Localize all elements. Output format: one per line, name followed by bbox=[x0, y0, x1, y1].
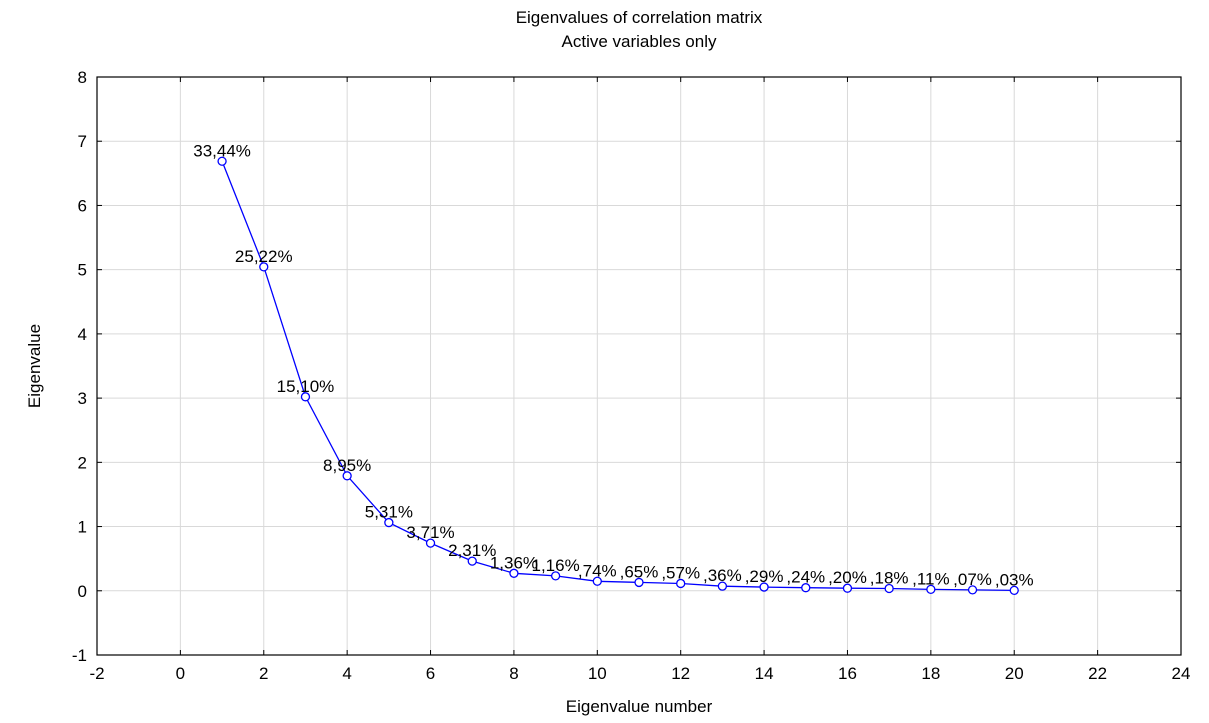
data-point bbox=[217, 156, 227, 166]
x-tick-label: 14 bbox=[755, 664, 774, 683]
chart-subtitle: Active variables only bbox=[561, 32, 717, 51]
data-label: ,11% bbox=[912, 569, 950, 588]
data-label: 2,31% bbox=[448, 541, 496, 560]
data-label: 15,10% bbox=[277, 377, 335, 396]
data-point bbox=[926, 584, 936, 595]
x-tick-label: 8 bbox=[509, 664, 518, 683]
data-point bbox=[509, 568, 519, 578]
data-label: 3,71% bbox=[406, 523, 454, 542]
data-point bbox=[759, 582, 769, 592]
data-label: 33,44% bbox=[193, 141, 251, 160]
data-point bbox=[676, 578, 686, 589]
data-point bbox=[842, 583, 853, 593]
data-point bbox=[342, 471, 352, 481]
data-point bbox=[801, 583, 811, 593]
plot-frame bbox=[96, 76, 1182, 656]
data-label: ,74% bbox=[578, 561, 617, 580]
x-tick-label: 16 bbox=[838, 664, 857, 683]
x-tick-label: 2 bbox=[259, 664, 268, 683]
data-point bbox=[634, 577, 644, 588]
x-tick-label: 24 bbox=[1172, 664, 1191, 683]
data-label: ,29% bbox=[745, 567, 784, 586]
y-tick-label: 3 bbox=[78, 389, 87, 408]
data-point bbox=[550, 571, 561, 581]
data-point bbox=[884, 583, 894, 594]
data-point bbox=[592, 576, 602, 586]
data-label: 1,16% bbox=[532, 556, 580, 575]
x-tick-label: 20 bbox=[1005, 664, 1024, 683]
y-tick-label: 7 bbox=[78, 132, 87, 151]
data-label: ,18% bbox=[870, 568, 909, 587]
x-tick-label: 10 bbox=[588, 664, 607, 683]
data-label: ,65% bbox=[620, 562, 659, 581]
data-point bbox=[1009, 585, 1019, 596]
data-label: 5,31% bbox=[365, 503, 413, 522]
x-tick-label: 4 bbox=[342, 664, 351, 683]
data-point bbox=[300, 392, 311, 402]
data-point bbox=[259, 262, 269, 272]
chart-title: Eigenvalues of correlation matrix bbox=[515, 8, 763, 27]
x-tick-label: -2 bbox=[89, 664, 104, 683]
y-tick-label: 2 bbox=[78, 453, 87, 472]
series-line bbox=[221, 161, 1015, 592]
y-axis-label: Eigenvalue bbox=[25, 324, 44, 408]
y-tick-label: 6 bbox=[78, 196, 87, 215]
y-tick-label: -1 bbox=[72, 646, 87, 665]
x-tick-label: 22 bbox=[1088, 664, 1107, 683]
y-tick-label: 1 bbox=[78, 518, 87, 537]
data-label: ,36% bbox=[703, 566, 742, 585]
x-tick-label: 18 bbox=[921, 664, 940, 683]
data-label: ,24% bbox=[786, 568, 825, 587]
data-label: 25,22% bbox=[235, 247, 293, 266]
y-tick-label: 8 bbox=[78, 68, 87, 87]
data-point bbox=[967, 585, 978, 595]
data-label: ,57% bbox=[661, 563, 700, 582]
data-label: ,20% bbox=[828, 568, 867, 587]
data-point bbox=[425, 538, 436, 548]
x-tick-label: 12 bbox=[671, 664, 690, 683]
x-tick-label: 0 bbox=[176, 664, 185, 683]
data-point bbox=[467, 556, 477, 566]
data-point bbox=[384, 517, 394, 528]
data-point bbox=[717, 581, 728, 591]
y-tick-label: 4 bbox=[78, 325, 87, 344]
data-label: 1,36% bbox=[490, 553, 538, 572]
y-tick-label: 5 bbox=[78, 261, 87, 280]
x-tick-label: 6 bbox=[426, 664, 435, 683]
y-tick-label: 0 bbox=[78, 582, 87, 601]
x-axis-label: Eigenvalue number bbox=[566, 697, 713, 716]
data-label: 8,95% bbox=[323, 456, 371, 475]
data-label: ,07% bbox=[953, 570, 992, 589]
data-label: ,03% bbox=[995, 570, 1034, 589]
